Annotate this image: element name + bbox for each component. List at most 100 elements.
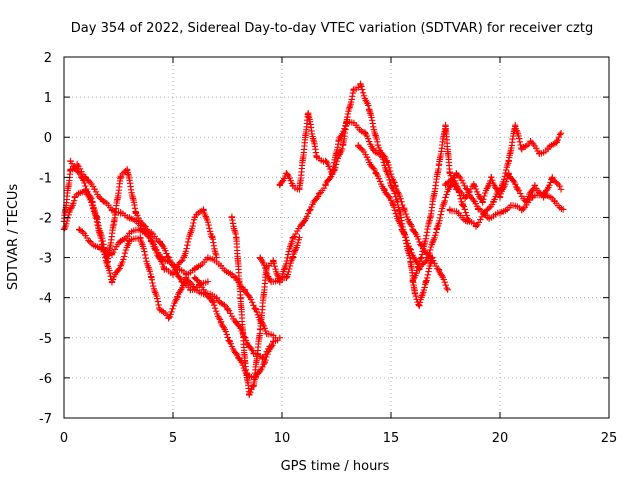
data-point: [191, 214, 198, 221]
data-point: [217, 318, 225, 325]
data-point: [91, 186, 98, 193]
data-point: [289, 182, 297, 189]
data-point: [241, 286, 249, 293]
data-point: [350, 85, 358, 93]
data-point: [126, 230, 133, 237]
data-point: [137, 226, 144, 233]
data-point: [549, 174, 556, 181]
data-point: [270, 338, 277, 345]
data-point: [108, 206, 116, 213]
data-point: [67, 158, 74, 165]
data-point: [100, 198, 107, 205]
data-point: [455, 210, 462, 217]
data-point: [67, 166, 74, 173]
data-point: [270, 258, 277, 265]
series-track-10: [409, 121, 565, 285]
data-point: [355, 142, 362, 149]
data-point: [496, 210, 504, 217]
data-point: [233, 318, 240, 325]
data-point: [496, 194, 504, 201]
data-point: [86, 238, 94, 245]
data-point: [73, 162, 81, 169]
data-point: [322, 158, 329, 165]
data-point: [108, 250, 116, 257]
data-point: [257, 326, 264, 333]
data-point: [518, 206, 525, 213]
data-point: [209, 234, 216, 241]
data-point: [531, 182, 539, 189]
data-point: [267, 278, 275, 285]
x-tick-label: 15: [383, 431, 400, 446]
data-point: [124, 166, 131, 173]
data-point: [78, 174, 85, 181]
chart-title: Day 354 of 2022, Sidereal Day-to-day VTE…: [71, 21, 593, 36]
data-point: [261, 358, 268, 366]
x-tick-label: 20: [492, 431, 509, 446]
y-tick-label: -6: [39, 372, 52, 387]
y-tick-label: -2: [39, 211, 52, 226]
y-tick-label: 0: [44, 131, 52, 146]
data-point: [278, 274, 286, 281]
data-point: [394, 198, 401, 205]
data-point: [444, 286, 451, 293]
data-point: [100, 246, 107, 253]
x-tick-label: 10: [274, 431, 291, 446]
data-point: [435, 162, 443, 169]
data-point: [507, 202, 515, 209]
data-point: [322, 182, 329, 189]
data-point: [557, 186, 565, 193]
data-point: [233, 234, 240, 241]
data-point: [383, 158, 390, 165]
series-markers: [76, 226, 277, 339]
data-point: [228, 214, 236, 221]
data-point: [335, 138, 342, 145]
data-point: [152, 246, 159, 253]
data-point: [246, 390, 253, 398]
data-point: [453, 186, 460, 193]
series-track-12: [442, 170, 567, 222]
y-tick-label: 2: [44, 51, 52, 66]
data-point: [161, 266, 168, 273]
data-point: [328, 170, 336, 177]
data-point: [191, 274, 198, 281]
series-markers: [355, 143, 472, 272]
data-point: [263, 330, 270, 337]
data-point: [252, 306, 260, 313]
data-point: [488, 174, 495, 181]
data-point: [442, 121, 449, 129]
data-point: [137, 234, 144, 241]
data-point: [165, 314, 172, 321]
data-point: [389, 202, 397, 209]
data-point: [416, 302, 423, 309]
data-point: [126, 238, 133, 245]
y-tick-label: -4: [39, 292, 52, 307]
data-point: [289, 234, 297, 241]
data-point: [363, 154, 371, 161]
data-point: [117, 174, 124, 181]
y-tick-label: -3: [39, 252, 52, 267]
data-point: [560, 206, 567, 213]
data-point: [409, 278, 416, 285]
series-track-4: [67, 157, 275, 363]
data-point: [169, 270, 177, 277]
data-point: [200, 206, 207, 213]
data-point: [213, 294, 220, 301]
data-point: [117, 210, 124, 217]
data-point: [226, 338, 233, 345]
data-point: [446, 170, 454, 177]
data-point: [174, 266, 181, 273]
data-point: [544, 146, 552, 153]
data-point: [479, 198, 486, 205]
data-point: [191, 286, 198, 293]
data-point: [470, 182, 478, 189]
data-point: [110, 218, 118, 225]
data-point: [352, 121, 360, 129]
data-point: [453, 170, 460, 177]
data-point: [461, 194, 469, 201]
data-point: [289, 254, 297, 261]
data-point: [339, 142, 347, 149]
data-point: [307, 206, 314, 213]
data-point: [296, 186, 303, 193]
data-point: [398, 226, 406, 233]
data-point: [424, 254, 432, 261]
